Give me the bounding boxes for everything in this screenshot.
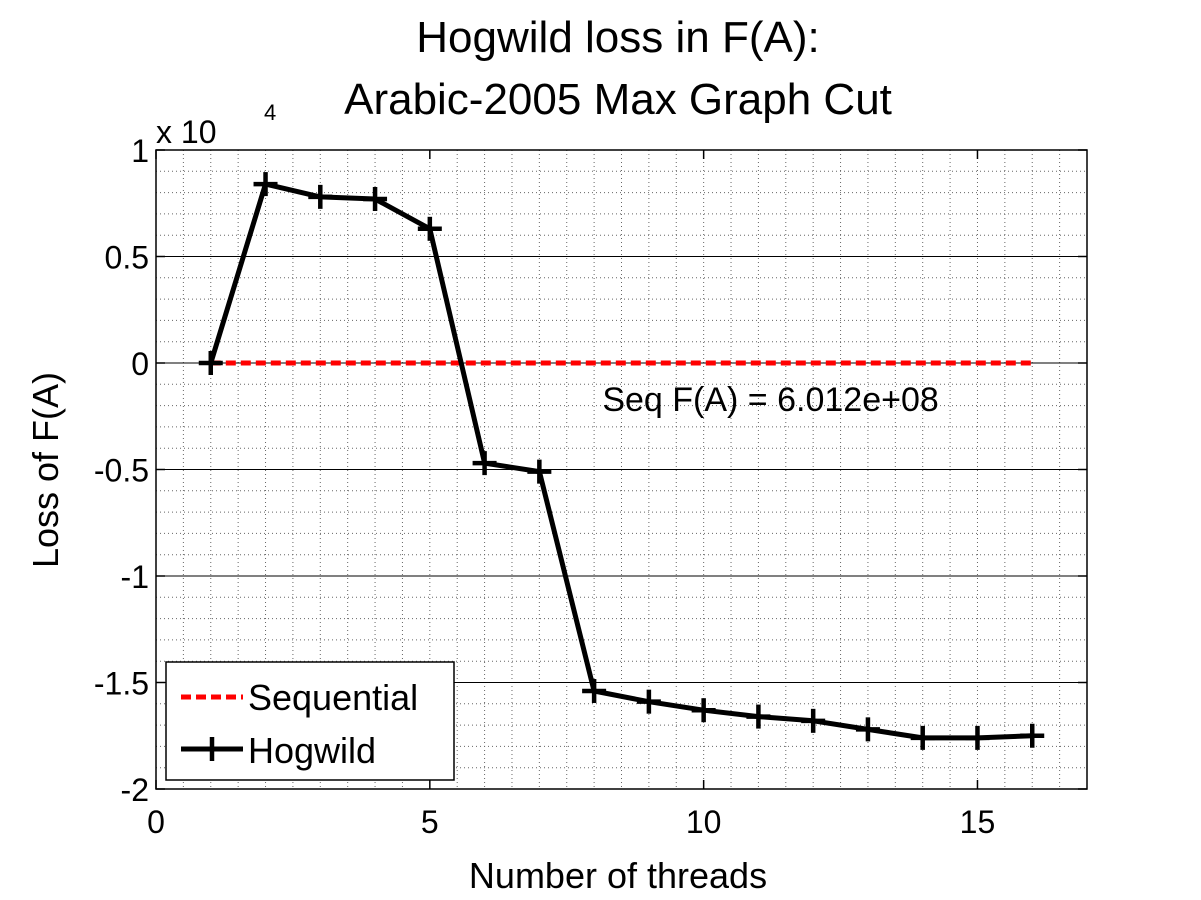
data-point-hogwild: [1020, 723, 1045, 748]
y-tick-label: 0: [131, 346, 149, 382]
x-tick-label: 0: [147, 804, 165, 840]
x-tick-label: 15: [960, 804, 996, 840]
legend-plus-marker: [200, 737, 224, 761]
data-point-hogwild: [253, 172, 278, 197]
y-tick-labels: -2 -1.5 -1 -0.5 0 0.5 1: [94, 133, 149, 808]
data-point-hogwild: [691, 698, 716, 723]
x-tick-labels: 0 5 10 15: [147, 804, 995, 840]
x-tick-label: 5: [421, 804, 439, 840]
data-point-hogwild: [910, 725, 935, 750]
y-tick-label: -1: [121, 559, 149, 595]
y-tick-label: -1.5: [94, 666, 149, 702]
y-tick-label: -2: [121, 772, 149, 808]
data-point-hogwild: [582, 679, 607, 704]
data-point-hogwild: [746, 704, 771, 729]
legend-label-hogwild: Hogwild: [248, 730, 376, 771]
y-multiplier-exponent: 4: [264, 100, 276, 125]
y-tick-label: 1: [131, 133, 149, 169]
x-tick-label: 10: [686, 804, 722, 840]
data-point-hogwild: [417, 216, 442, 241]
data-point-hogwild: [636, 689, 661, 714]
data-point-hogwild: [472, 451, 497, 476]
y-tick-label: 0.5: [105, 240, 149, 276]
y-multiplier-base: x 10: [156, 114, 216, 150]
data-point-hogwild: [965, 725, 990, 750]
legend-marker-hogwild: [200, 737, 224, 761]
data-point-hogwild: [308, 184, 333, 209]
chart-title-line-1: Hogwild loss in F(A):: [416, 13, 819, 62]
legend: Sequential Hogwild: [165, 661, 455, 781]
data-point-hogwild: [855, 717, 880, 742]
axis-ticks: [155, 149, 1087, 790]
chart-title: Hogwild loss in F(A): Arabic-2005 Max Gr…: [344, 13, 892, 124]
chart-title-line-2: Arabic-2005 Max Graph Cut: [344, 75, 892, 124]
y-tick-label: -0.5: [94, 453, 149, 489]
data-point-hogwild: [801, 708, 826, 733]
data-point-hogwild: [527, 459, 552, 484]
series-line-hogwild: [208, 181, 1033, 741]
y-axis-label: Loss of F(A): [25, 372, 66, 568]
sequential-value-annotation: Seq F(A) = 6.012e+08: [602, 381, 938, 419]
x-axis-label: Number of threads: [469, 855, 767, 896]
series-layer: [198, 172, 1045, 750]
legend-label-sequential: Sequential: [248, 677, 418, 718]
data-point-hogwild: [363, 186, 388, 211]
y-multiplier: x 10 4: [156, 100, 276, 150]
data-point-hogwild: [198, 351, 223, 375]
